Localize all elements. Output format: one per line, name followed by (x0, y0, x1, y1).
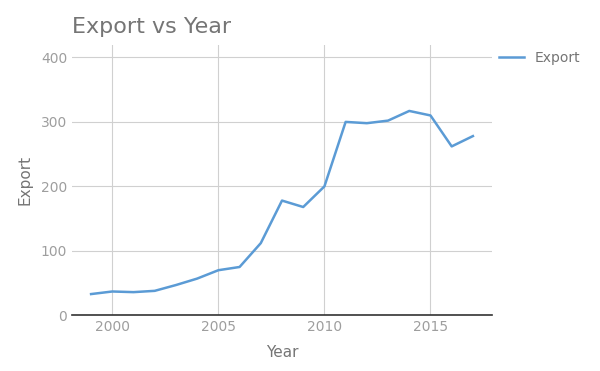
Export (257, 241, 265, 245)
Text: Export vs Year: Export vs Year (72, 17, 231, 37)
Y-axis label: Export: Export (17, 155, 32, 205)
Export (321, 184, 328, 188)
X-axis label: Year: Year (266, 345, 298, 360)
Export (299, 205, 307, 209)
Export (342, 120, 349, 124)
Legend: Export: Export (499, 52, 581, 65)
Export (151, 289, 158, 293)
Export (406, 109, 413, 113)
Export (278, 198, 286, 203)
Export (172, 283, 179, 287)
Export (130, 290, 137, 294)
Export (363, 121, 370, 125)
Export (88, 292, 95, 296)
Export (215, 268, 222, 272)
Line: Export: Export (91, 111, 473, 294)
Export (194, 276, 201, 281)
Export (109, 289, 116, 294)
Export (236, 265, 243, 269)
Export (427, 113, 434, 118)
Export (448, 144, 455, 149)
Export (469, 134, 476, 138)
Export (385, 118, 392, 123)
